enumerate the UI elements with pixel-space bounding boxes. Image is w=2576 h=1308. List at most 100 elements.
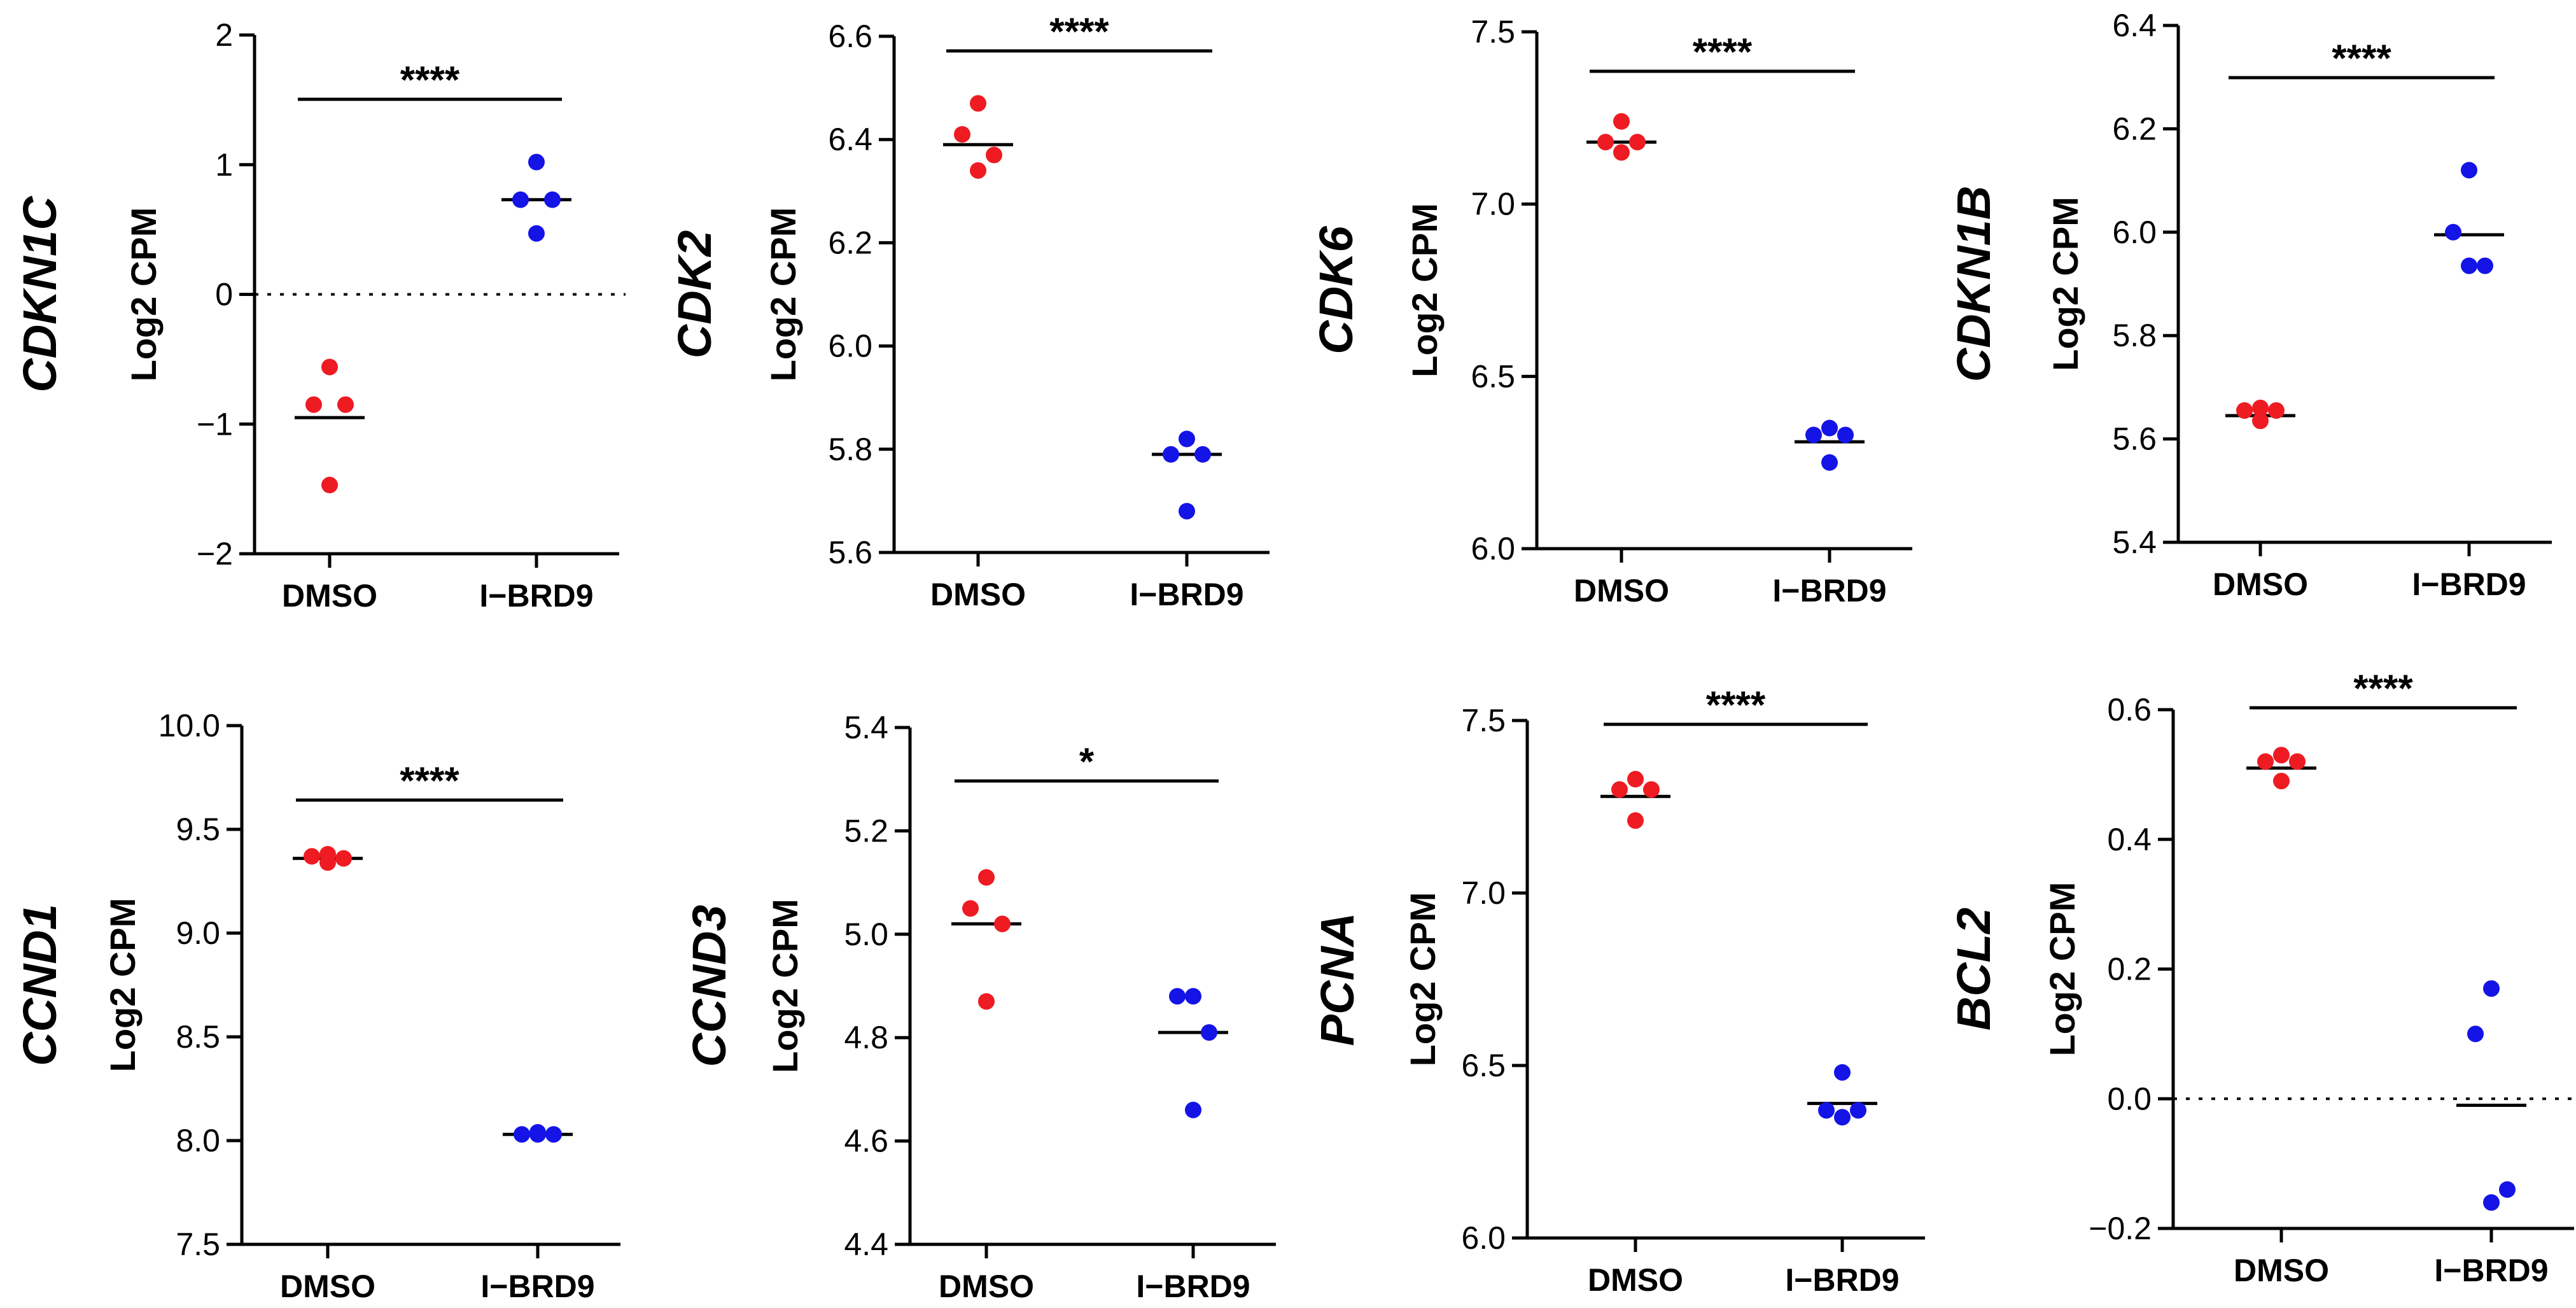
data-point-i-brd9 bbox=[1185, 988, 1201, 1005]
data-point-dmso bbox=[1627, 812, 1644, 829]
data-point-i-brd9 bbox=[1179, 503, 1195, 520]
y-tick-label: 8.0 bbox=[176, 1123, 220, 1158]
data-point-dmso bbox=[1643, 781, 1660, 798]
x-tick-label-i-brd9: I−BRD9 bbox=[480, 1269, 594, 1304]
data-point-dmso bbox=[1627, 771, 1644, 788]
y-tick-label: 7.0 bbox=[1461, 875, 1506, 911]
data-point-i-brd9 bbox=[529, 1126, 546, 1143]
significance-stars: **** bbox=[400, 759, 459, 802]
data-point-dmso bbox=[970, 162, 986, 179]
x-tick-label-dmso: DMSO bbox=[930, 577, 1026, 612]
data-point-dmso bbox=[970, 95, 986, 112]
data-point-i-brd9 bbox=[2461, 162, 2477, 179]
data-point-dmso bbox=[305, 396, 322, 413]
y-tick-label: 1 bbox=[215, 147, 233, 183]
y-axis-title: Log2 CPM bbox=[1403, 892, 1443, 1067]
y-tick-label: 7.5 bbox=[1471, 14, 1515, 50]
y-tick-label: 5.4 bbox=[2112, 524, 2157, 560]
y-tick-label: 6.0 bbox=[1461, 1220, 1506, 1256]
x-tick-label-dmso: DMSO bbox=[939, 1269, 1034, 1304]
gene-name-label: CDK2 bbox=[668, 230, 721, 358]
data-point-dmso bbox=[2252, 399, 2269, 416]
data-point-i-brd9 bbox=[2467, 1025, 2484, 1043]
x-tick-label-i-brd9: I−BRD9 bbox=[1785, 1262, 1899, 1298]
y-tick-label: 7.0 bbox=[1471, 186, 1515, 222]
y-tick-label: −2 bbox=[197, 536, 233, 572]
y-tick-label: 10.0 bbox=[158, 708, 220, 743]
y-tick-label: 5.0 bbox=[844, 917, 888, 952]
panel-ccnd1: 7.5 8.0 8.5 9.0 9.5 10.0 DMSO I−BRD9 **** Log2 CP… bbox=[13, 708, 620, 1304]
y-tick-label: 0 bbox=[215, 277, 233, 313]
x-tick-label-dmso: DMSO bbox=[2213, 566, 2308, 602]
gene-name-label: PCNA bbox=[1311, 913, 1364, 1046]
gene-name-label: CDKN1B bbox=[1947, 186, 2000, 382]
data-point-dmso bbox=[304, 848, 320, 865]
y-tick-label: 9.0 bbox=[176, 915, 220, 951]
x-tick-label-dmso: DMSO bbox=[2234, 1253, 2329, 1288]
data-point-i-brd9 bbox=[1818, 1102, 1835, 1119]
data-point-dmso bbox=[1629, 134, 1646, 151]
y-tick-label: −0.2 bbox=[2089, 1211, 2152, 1246]
data-point-i-brd9 bbox=[514, 1126, 530, 1143]
x-tick-label-dmso: DMSO bbox=[1588, 1262, 1683, 1298]
x-tick-label-i-brd9: I−BRD9 bbox=[2412, 566, 2526, 602]
data-point-i-brd9 bbox=[2483, 1194, 2500, 1211]
data-point-dmso bbox=[2236, 402, 2253, 419]
data-point-i-brd9 bbox=[528, 225, 545, 242]
gene-name-label: CDK6 bbox=[1310, 225, 1362, 354]
data-point-i-brd9 bbox=[1185, 1101, 1201, 1118]
data-point-dmso bbox=[321, 358, 338, 376]
data-point-dmso bbox=[321, 477, 338, 494]
y-tick-label: 4.6 bbox=[844, 1123, 888, 1159]
data-point-i-brd9 bbox=[1834, 1064, 1851, 1081]
data-point-i-brd9 bbox=[2477, 257, 2493, 274]
data-point-dmso bbox=[1597, 134, 1614, 151]
data-point-dmso bbox=[2257, 753, 2274, 770]
panel-cdk6: 6.0 6.5 7.0 7.5 DMSO I−BRD9 **** Log2 CPM CDK6 bbox=[1310, 14, 1912, 608]
data-point-dmso bbox=[1613, 113, 1630, 130]
panel-bcl2: −0.2 0.0 0.2 0.4 0.6 DMSO I−BRD9 **** Log2 CPM BC… bbox=[1947, 667, 2576, 1288]
y-tick-label: 9.5 bbox=[176, 812, 220, 847]
data-point-dmso bbox=[335, 850, 352, 867]
gene-name-label: CCND3 bbox=[683, 905, 736, 1067]
y-axis-title: Log2 CPM bbox=[102, 898, 143, 1072]
y-tick-label: 2 bbox=[215, 17, 233, 53]
y-tick-label: 0.4 bbox=[2107, 822, 2152, 857]
y-tick-label: 6.0 bbox=[2112, 214, 2157, 250]
data-point-i-brd9 bbox=[1821, 419, 1838, 437]
y-tick-label: 0.2 bbox=[2107, 952, 2152, 987]
x-tick-label-i-brd9: I−BRD9 bbox=[1136, 1269, 1250, 1304]
y-axis-title: Log2 CPM bbox=[763, 207, 803, 382]
panel-pcna: 6.0 6.5 7.0 7.5 DMSO I−BRD9 **** Log2 CPM PCNA bbox=[1311, 684, 1925, 1298]
y-axis-title: Log2 CPM bbox=[765, 899, 805, 1073]
x-tick-label-i-brd9: I−BRD9 bbox=[2434, 1253, 2548, 1288]
y-tick-label: 6.2 bbox=[2112, 111, 2157, 146]
y-tick-label: 5.2 bbox=[844, 813, 888, 848]
significance-stars: * bbox=[1079, 740, 1095, 783]
x-tick-label-dmso: DMSO bbox=[1574, 573, 1669, 608]
data-point-dmso bbox=[2273, 773, 2290, 790]
data-point-i-brd9 bbox=[1834, 1109, 1851, 1126]
data-point-dmso bbox=[954, 126, 970, 143]
y-tick-label: 6.4 bbox=[828, 122, 872, 157]
data-point-dmso bbox=[319, 854, 336, 871]
data-point-i-brd9 bbox=[2499, 1181, 2516, 1198]
y-axis-title: Log2 CPM bbox=[2045, 197, 2085, 371]
y-tick-label: 5.6 bbox=[828, 535, 872, 570]
data-point-i-brd9 bbox=[1850, 1102, 1866, 1119]
y-tick-label: 5.8 bbox=[828, 432, 872, 467]
y-tick-label: 6.5 bbox=[1461, 1048, 1506, 1083]
data-point-i-brd9 bbox=[1201, 1024, 1217, 1041]
data-point-dmso bbox=[1613, 144, 1630, 161]
data-point-i-brd9 bbox=[2461, 257, 2477, 274]
data-point-dmso bbox=[2252, 412, 2269, 430]
y-tick-label: 7.5 bbox=[1461, 703, 1506, 738]
x-tick-label-dmso: DMSO bbox=[280, 1269, 375, 1304]
y-tick-label: 0.0 bbox=[2107, 1081, 2152, 1116]
significance-stars: **** bbox=[2332, 37, 2391, 80]
y-tick-label: 7.5 bbox=[176, 1227, 220, 1262]
data-point-i-brd9 bbox=[1169, 988, 1186, 1005]
y-tick-label: 5.8 bbox=[2112, 318, 2157, 353]
data-point-dmso bbox=[1611, 781, 1628, 798]
data-point-dmso bbox=[2268, 402, 2285, 419]
